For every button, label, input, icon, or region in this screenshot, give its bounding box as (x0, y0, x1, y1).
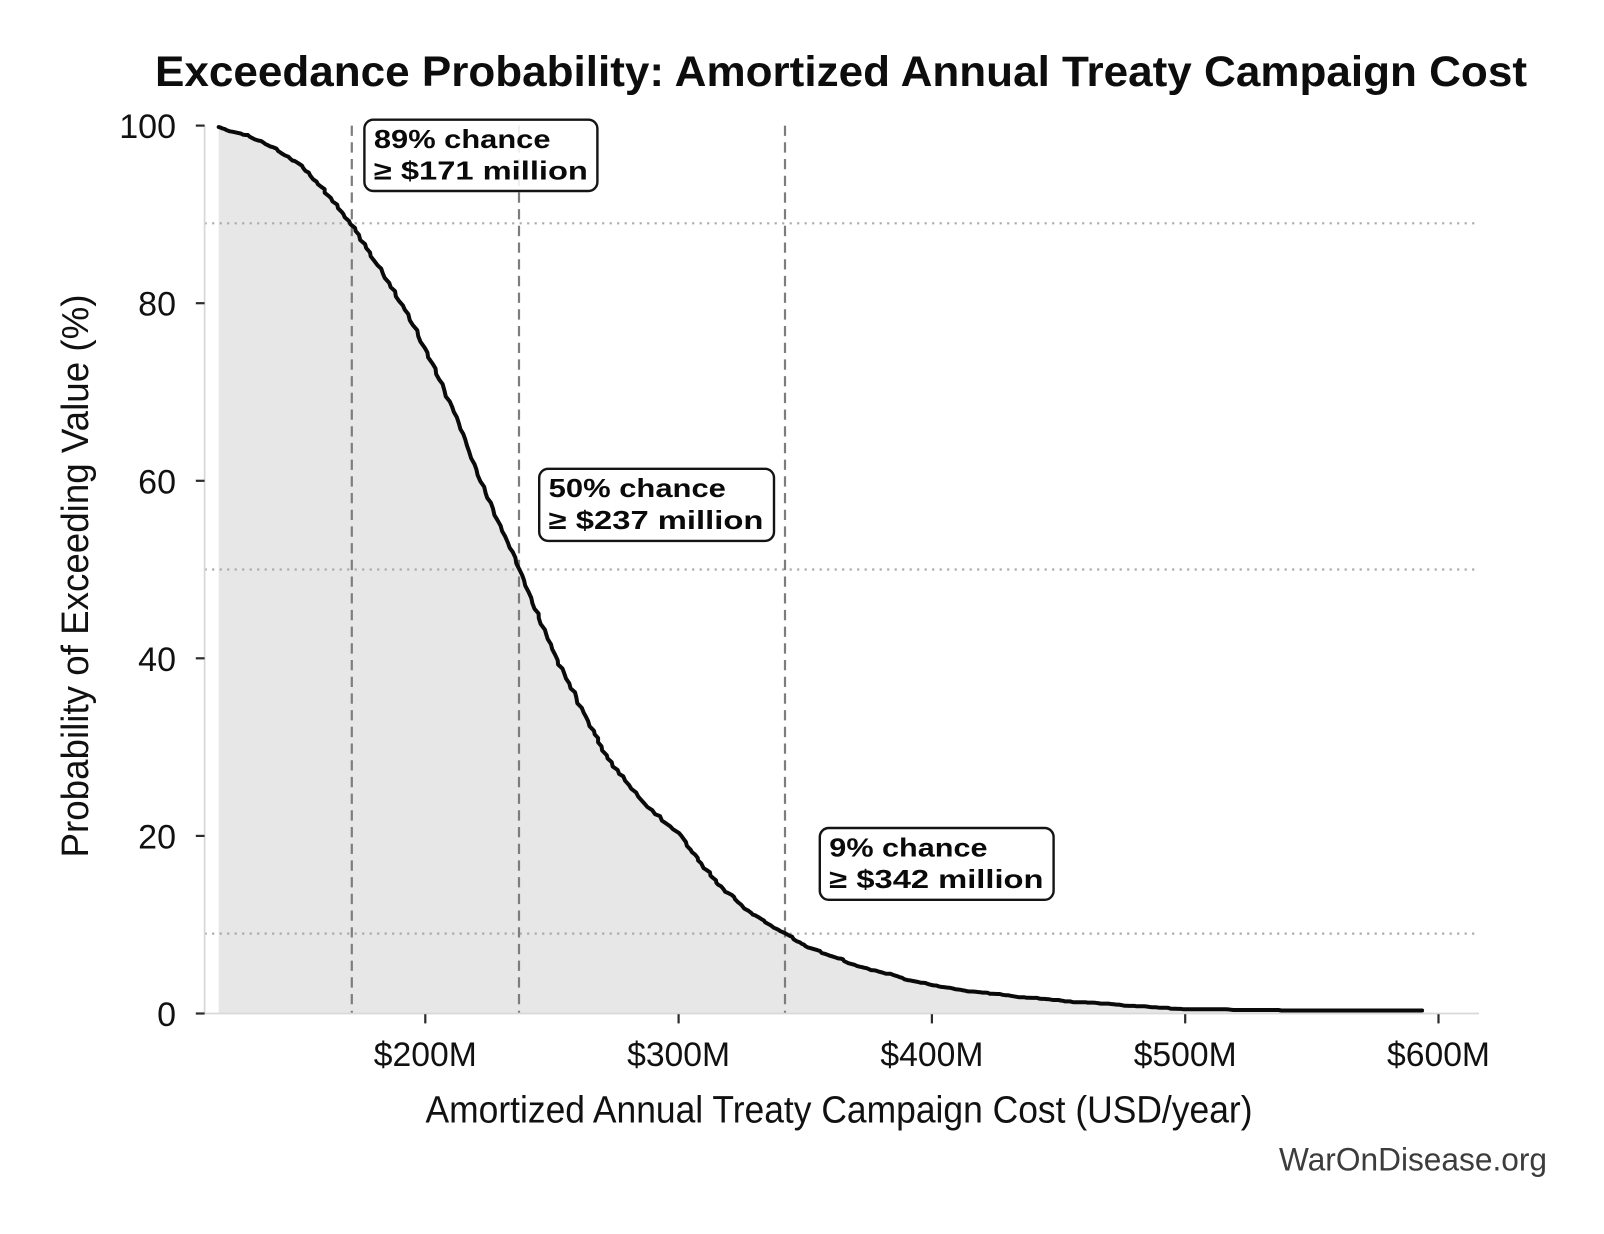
svg-text:≥ $342 million: ≥ $342 million (829, 864, 1043, 894)
svg-text:≥ $237 million: ≥ $237 million (549, 505, 764, 535)
svg-text:50% chance: 50% chance (549, 473, 726, 503)
svg-text:$200M: $200M (374, 1036, 477, 1074)
svg-text:$500M: $500M (1134, 1036, 1237, 1074)
svg-text:89% chance: 89% chance (374, 124, 551, 154)
svg-text:Exceedance Probability: Amorti: Exceedance Probability: Amortized Annual… (155, 49, 1527, 96)
svg-text:Amortized Annual Treaty Campai: Amortized Annual Treaty Campaign Cost (U… (426, 1090, 1253, 1132)
svg-text:9% chance: 9% chance (829, 832, 987, 862)
svg-text:$600M: $600M (1387, 1036, 1490, 1074)
svg-text:≥ $171 million: ≥ $171 million (374, 156, 588, 186)
svg-text:100: 100 (119, 108, 176, 146)
svg-text:60: 60 (138, 463, 176, 501)
svg-text:80: 80 (138, 286, 176, 324)
svg-text:40: 40 (138, 641, 176, 679)
svg-text:0: 0 (157, 996, 176, 1034)
svg-text:WarOnDisease.org: WarOnDisease.org (1279, 1141, 1547, 1178)
svg-text:$400M: $400M (880, 1036, 983, 1074)
svg-text:Probability of Exceeding Value: Probability of Exceeding Value (%) (55, 295, 97, 858)
svg-text:$300M: $300M (627, 1036, 730, 1074)
svg-text:20: 20 (138, 818, 176, 856)
